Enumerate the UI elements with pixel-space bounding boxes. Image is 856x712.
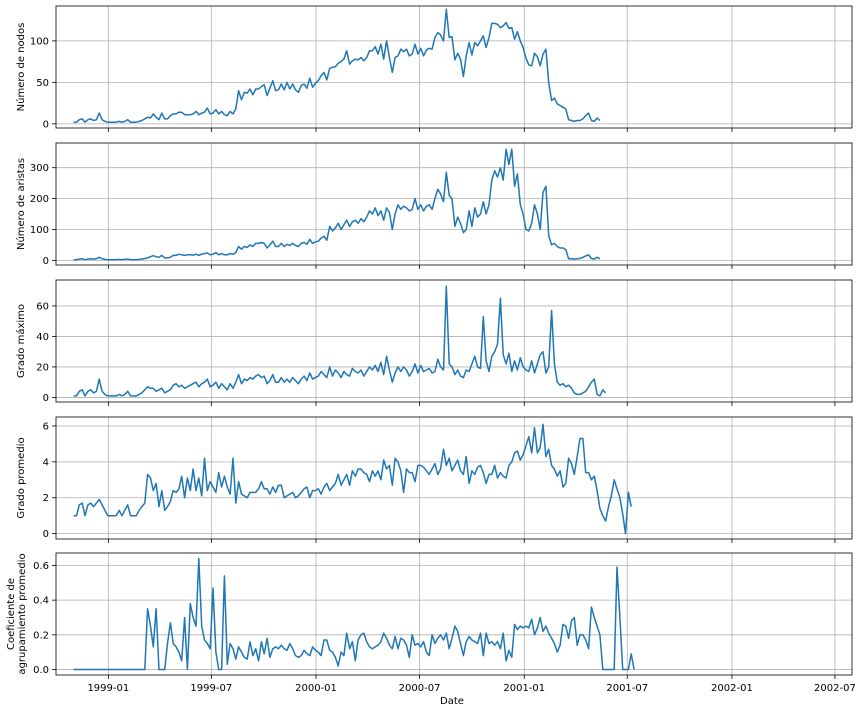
x-tick-label: 2002-01 bbox=[711, 683, 753, 694]
y-tick-label: 0 bbox=[43, 256, 49, 267]
y-tick-label: 200 bbox=[30, 194, 49, 205]
y-tick-label: 300 bbox=[30, 163, 49, 174]
y-tick-label: 6 bbox=[43, 421, 49, 432]
axes-frame bbox=[55, 5, 853, 129]
x-tick-label: 1999-07 bbox=[190, 683, 232, 694]
series-line bbox=[73, 423, 632, 535]
y-tick-label: 0.4 bbox=[33, 596, 49, 607]
series-line bbox=[73, 285, 607, 397]
y-axis-label: Grado máximo bbox=[15, 304, 27, 378]
axes-frame bbox=[55, 416, 853, 540]
x-tick-label: 2002-07 bbox=[814, 683, 856, 694]
axes-frame bbox=[55, 142, 853, 266]
y-tick-label: 60 bbox=[36, 301, 49, 312]
y-tick-label: 0.2 bbox=[33, 630, 49, 641]
y-tick-label: 0 bbox=[43, 529, 49, 540]
y-axis-label: Número de aristas bbox=[15, 158, 27, 250]
y-tick-label: 20 bbox=[36, 362, 49, 373]
x-tick-label: 2001-01 bbox=[503, 683, 545, 694]
y-axis-label: agrupamiento promedio bbox=[17, 553, 28, 674]
x-tick-label: 2000-07 bbox=[399, 683, 441, 694]
panel-5: 0.0 0.2 0.4 0.6 Coeficiente de agrupamiento p… bbox=[6, 552, 853, 679]
y-tick-label: 100 bbox=[30, 36, 49, 47]
x-tick-label: 2000-01 bbox=[295, 683, 337, 694]
axes-frame bbox=[55, 279, 853, 403]
y-tick-label: 100 bbox=[30, 225, 49, 236]
series-line bbox=[73, 557, 635, 671]
y-axis-label: Número de nodos bbox=[15, 23, 27, 112]
y-tick-label: 50 bbox=[36, 78, 49, 89]
y-tick-label: 0.0 bbox=[33, 665, 49, 676]
y-axis-label: Coeficiente de bbox=[6, 578, 17, 650]
x-tick-label: 1999-01 bbox=[87, 683, 129, 694]
x-axis-label: Date bbox=[440, 696, 464, 707]
series-line bbox=[73, 8, 601, 123]
x-tick-label: 2001-07 bbox=[606, 683, 648, 694]
y-tick-label: 0 bbox=[43, 119, 49, 130]
y-tick-label: 40 bbox=[36, 332, 49, 343]
y-axis-label: Grado promedio bbox=[16, 437, 27, 518]
y-tick-label: 2 bbox=[43, 493, 49, 504]
y-tick-label: 0.6 bbox=[33, 561, 49, 572]
axes-frame bbox=[55, 552, 853, 676]
y-tick-label: 0 bbox=[43, 393, 49, 404]
panel-4: 0 2 4 6 Grado promedio bbox=[16, 416, 853, 543]
panel-3: 0 20 40 60 Grado máximo bbox=[15, 279, 853, 406]
y-tick-label: 4 bbox=[43, 457, 49, 468]
series-line bbox=[73, 148, 601, 261]
